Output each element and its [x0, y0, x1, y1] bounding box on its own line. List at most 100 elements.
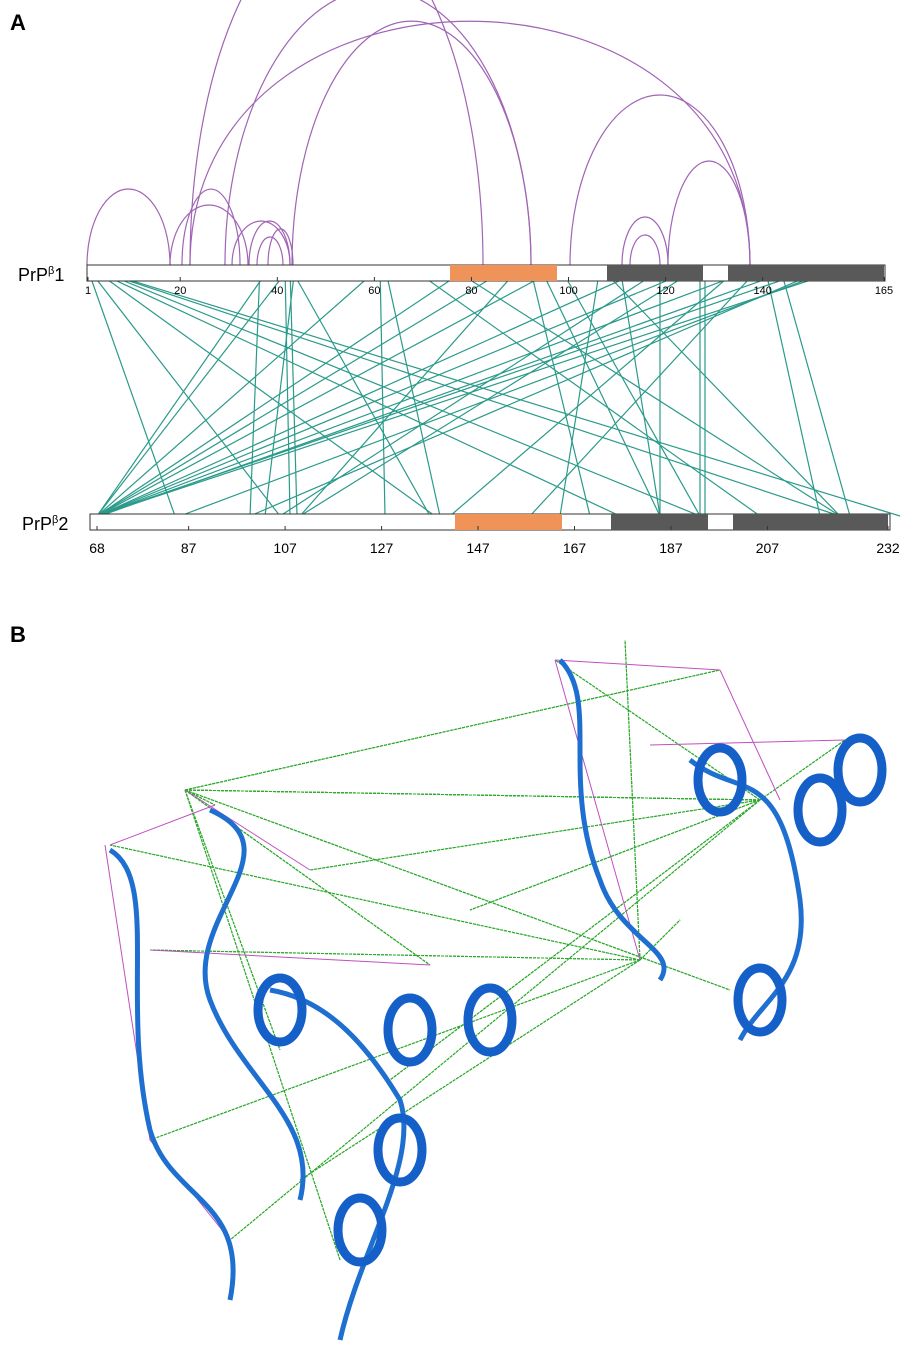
link — [96, 266, 291, 517]
panel-label: A — [10, 10, 26, 35]
arc — [256, 236, 284, 266]
green-link — [469, 799, 761, 911]
link — [559, 266, 601, 517]
tick-label: 140 — [753, 285, 771, 297]
green-link — [184, 789, 761, 801]
green-link — [389, 799, 761, 1081]
tick-label: 232 — [876, 540, 900, 556]
arc — [291, 20, 532, 266]
link — [179, 266, 841, 517]
green-link — [299, 959, 641, 1181]
link — [89, 266, 701, 517]
region — [450, 265, 557, 281]
magenta-link — [149, 949, 431, 966]
green-link — [109, 844, 641, 961]
helix — [793, 773, 847, 847]
link — [86, 266, 841, 517]
link — [384, 266, 441, 517]
link — [284, 266, 291, 517]
link — [449, 266, 841, 517]
link — [599, 266, 841, 517]
green-link — [184, 789, 216, 806]
link — [96, 266, 471, 517]
magenta-link — [554, 659, 721, 671]
link — [289, 266, 431, 517]
link — [529, 266, 591, 517]
tick-label: 187 — [659, 540, 683, 556]
tick-label: 1 — [85, 285, 91, 297]
link — [279, 266, 666, 517]
arc — [224, 0, 532, 266]
link — [96, 266, 511, 517]
protein-label: PrPβ1 — [18, 265, 64, 285]
tick-label: 68 — [89, 540, 105, 556]
region — [607, 265, 703, 281]
link — [379, 266, 386, 517]
link — [86, 266, 901, 517]
arc — [629, 234, 661, 266]
link — [299, 266, 521, 517]
tick-label: 120 — [656, 285, 674, 297]
green-link — [759, 739, 846, 801]
green-link — [639, 919, 681, 961]
tick-label: 127 — [370, 540, 394, 556]
arc — [181, 188, 241, 266]
arc — [86, 188, 171, 266]
magenta-link — [109, 804, 216, 846]
structure — [104, 639, 887, 1341]
region — [455, 514, 562, 530]
backbone — [202, 807, 306, 1201]
green-link — [184, 669, 721, 791]
green-link — [309, 799, 761, 871]
inter-links — [86, 266, 901, 517]
link — [289, 266, 298, 517]
panel-label: B — [10, 622, 26, 647]
arc — [231, 220, 291, 266]
arc — [169, 204, 249, 266]
arc — [189, 20, 751, 266]
link — [96, 266, 761, 517]
link — [96, 266, 271, 517]
link — [449, 266, 741, 517]
link — [764, 266, 821, 517]
magenta-link — [554, 659, 641, 961]
arc — [569, 94, 751, 266]
green-link — [184, 789, 341, 1261]
backbone — [558, 658, 667, 982]
helix — [373, 1113, 427, 1187]
helix — [383, 993, 437, 1067]
arc — [189, 0, 484, 266]
link — [86, 266, 621, 517]
backbone — [688, 758, 804, 1042]
green-link — [624, 639, 641, 961]
link — [299, 266, 701, 517]
protein-label: PrPβ2 — [22, 514, 68, 534]
link — [249, 266, 261, 517]
link — [96, 266, 651, 517]
helix — [253, 973, 307, 1047]
link — [99, 266, 801, 517]
tick-label: 207 — [756, 540, 780, 556]
tick-label: 80 — [465, 285, 477, 297]
link — [96, 266, 381, 517]
green-link — [184, 789, 281, 1051]
tick-label: 60 — [368, 285, 380, 297]
helix — [463, 983, 517, 1057]
green-link — [229, 799, 761, 1241]
helix — [733, 963, 787, 1037]
magenta-link — [649, 739, 846, 746]
magenta-link — [184, 789, 311, 871]
tick-label: 167 — [563, 540, 587, 556]
region — [728, 265, 884, 281]
helix — [333, 1193, 387, 1267]
link — [96, 266, 701, 517]
tick-label: 20 — [174, 285, 186, 297]
tick-label: 107 — [273, 540, 297, 556]
backbone — [108, 847, 236, 1301]
link — [249, 266, 831, 517]
magenta-link — [719, 669, 781, 801]
arc — [621, 216, 669, 266]
tick-label: 100 — [559, 285, 577, 297]
